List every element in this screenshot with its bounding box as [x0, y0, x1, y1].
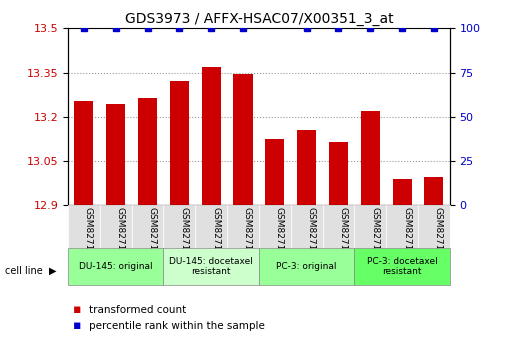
FancyBboxPatch shape [68, 205, 100, 248]
Bar [201, 67, 221, 205]
Text: GSM827138: GSM827138 [338, 207, 347, 262]
Text: GSM827135: GSM827135 [243, 207, 252, 262]
FancyBboxPatch shape [323, 205, 355, 248]
Text: DU-145: original: DU-145: original [79, 262, 153, 271]
FancyBboxPatch shape [259, 205, 291, 248]
FancyBboxPatch shape [227, 205, 259, 248]
Bar [361, 111, 380, 205]
Bar [329, 142, 348, 205]
FancyBboxPatch shape [291, 205, 323, 248]
FancyBboxPatch shape [355, 248, 450, 285]
Bar [297, 130, 316, 205]
Text: GSM827130: GSM827130 [84, 207, 93, 262]
Text: GSM827139: GSM827139 [370, 207, 379, 262]
FancyBboxPatch shape [386, 205, 418, 248]
Text: GSM827140: GSM827140 [402, 207, 411, 262]
Text: DU-145: docetaxel
resistant: DU-145: docetaxel resistant [169, 257, 253, 276]
Text: GSM827136: GSM827136 [275, 207, 284, 262]
FancyBboxPatch shape [195, 205, 227, 248]
Text: transformed count: transformed count [89, 305, 186, 315]
Bar [265, 139, 285, 205]
Bar [106, 104, 125, 205]
Text: percentile rank within the sample: percentile rank within the sample [89, 321, 265, 331]
Text: GSM827133: GSM827133 [179, 207, 188, 262]
Text: GSM827137: GSM827137 [306, 207, 315, 262]
Bar [233, 74, 253, 205]
Text: PC-3: docetaxel
resistant: PC-3: docetaxel resistant [367, 257, 437, 276]
Text: PC-3: original: PC-3: original [276, 262, 337, 271]
FancyBboxPatch shape [68, 248, 163, 285]
FancyBboxPatch shape [259, 248, 355, 285]
FancyBboxPatch shape [100, 205, 132, 248]
Bar [424, 177, 444, 205]
FancyBboxPatch shape [355, 205, 386, 248]
Bar [138, 98, 157, 205]
Text: ▪: ▪ [73, 303, 82, 316]
FancyBboxPatch shape [418, 205, 450, 248]
Bar [74, 101, 94, 205]
FancyBboxPatch shape [132, 205, 163, 248]
Text: ▪: ▪ [73, 319, 82, 332]
FancyBboxPatch shape [163, 205, 195, 248]
Title: GDS3973 / AFFX-HSAC07/X00351_3_at: GDS3973 / AFFX-HSAC07/X00351_3_at [124, 12, 393, 26]
Text: GSM827141: GSM827141 [434, 207, 443, 262]
FancyBboxPatch shape [163, 248, 259, 285]
Bar [170, 81, 189, 205]
Text: cell line  ▶: cell line ▶ [5, 266, 56, 276]
Text: GSM827134: GSM827134 [211, 207, 220, 262]
Text: GSM827131: GSM827131 [116, 207, 124, 262]
Bar [392, 179, 412, 205]
Text: GSM827132: GSM827132 [147, 207, 156, 262]
